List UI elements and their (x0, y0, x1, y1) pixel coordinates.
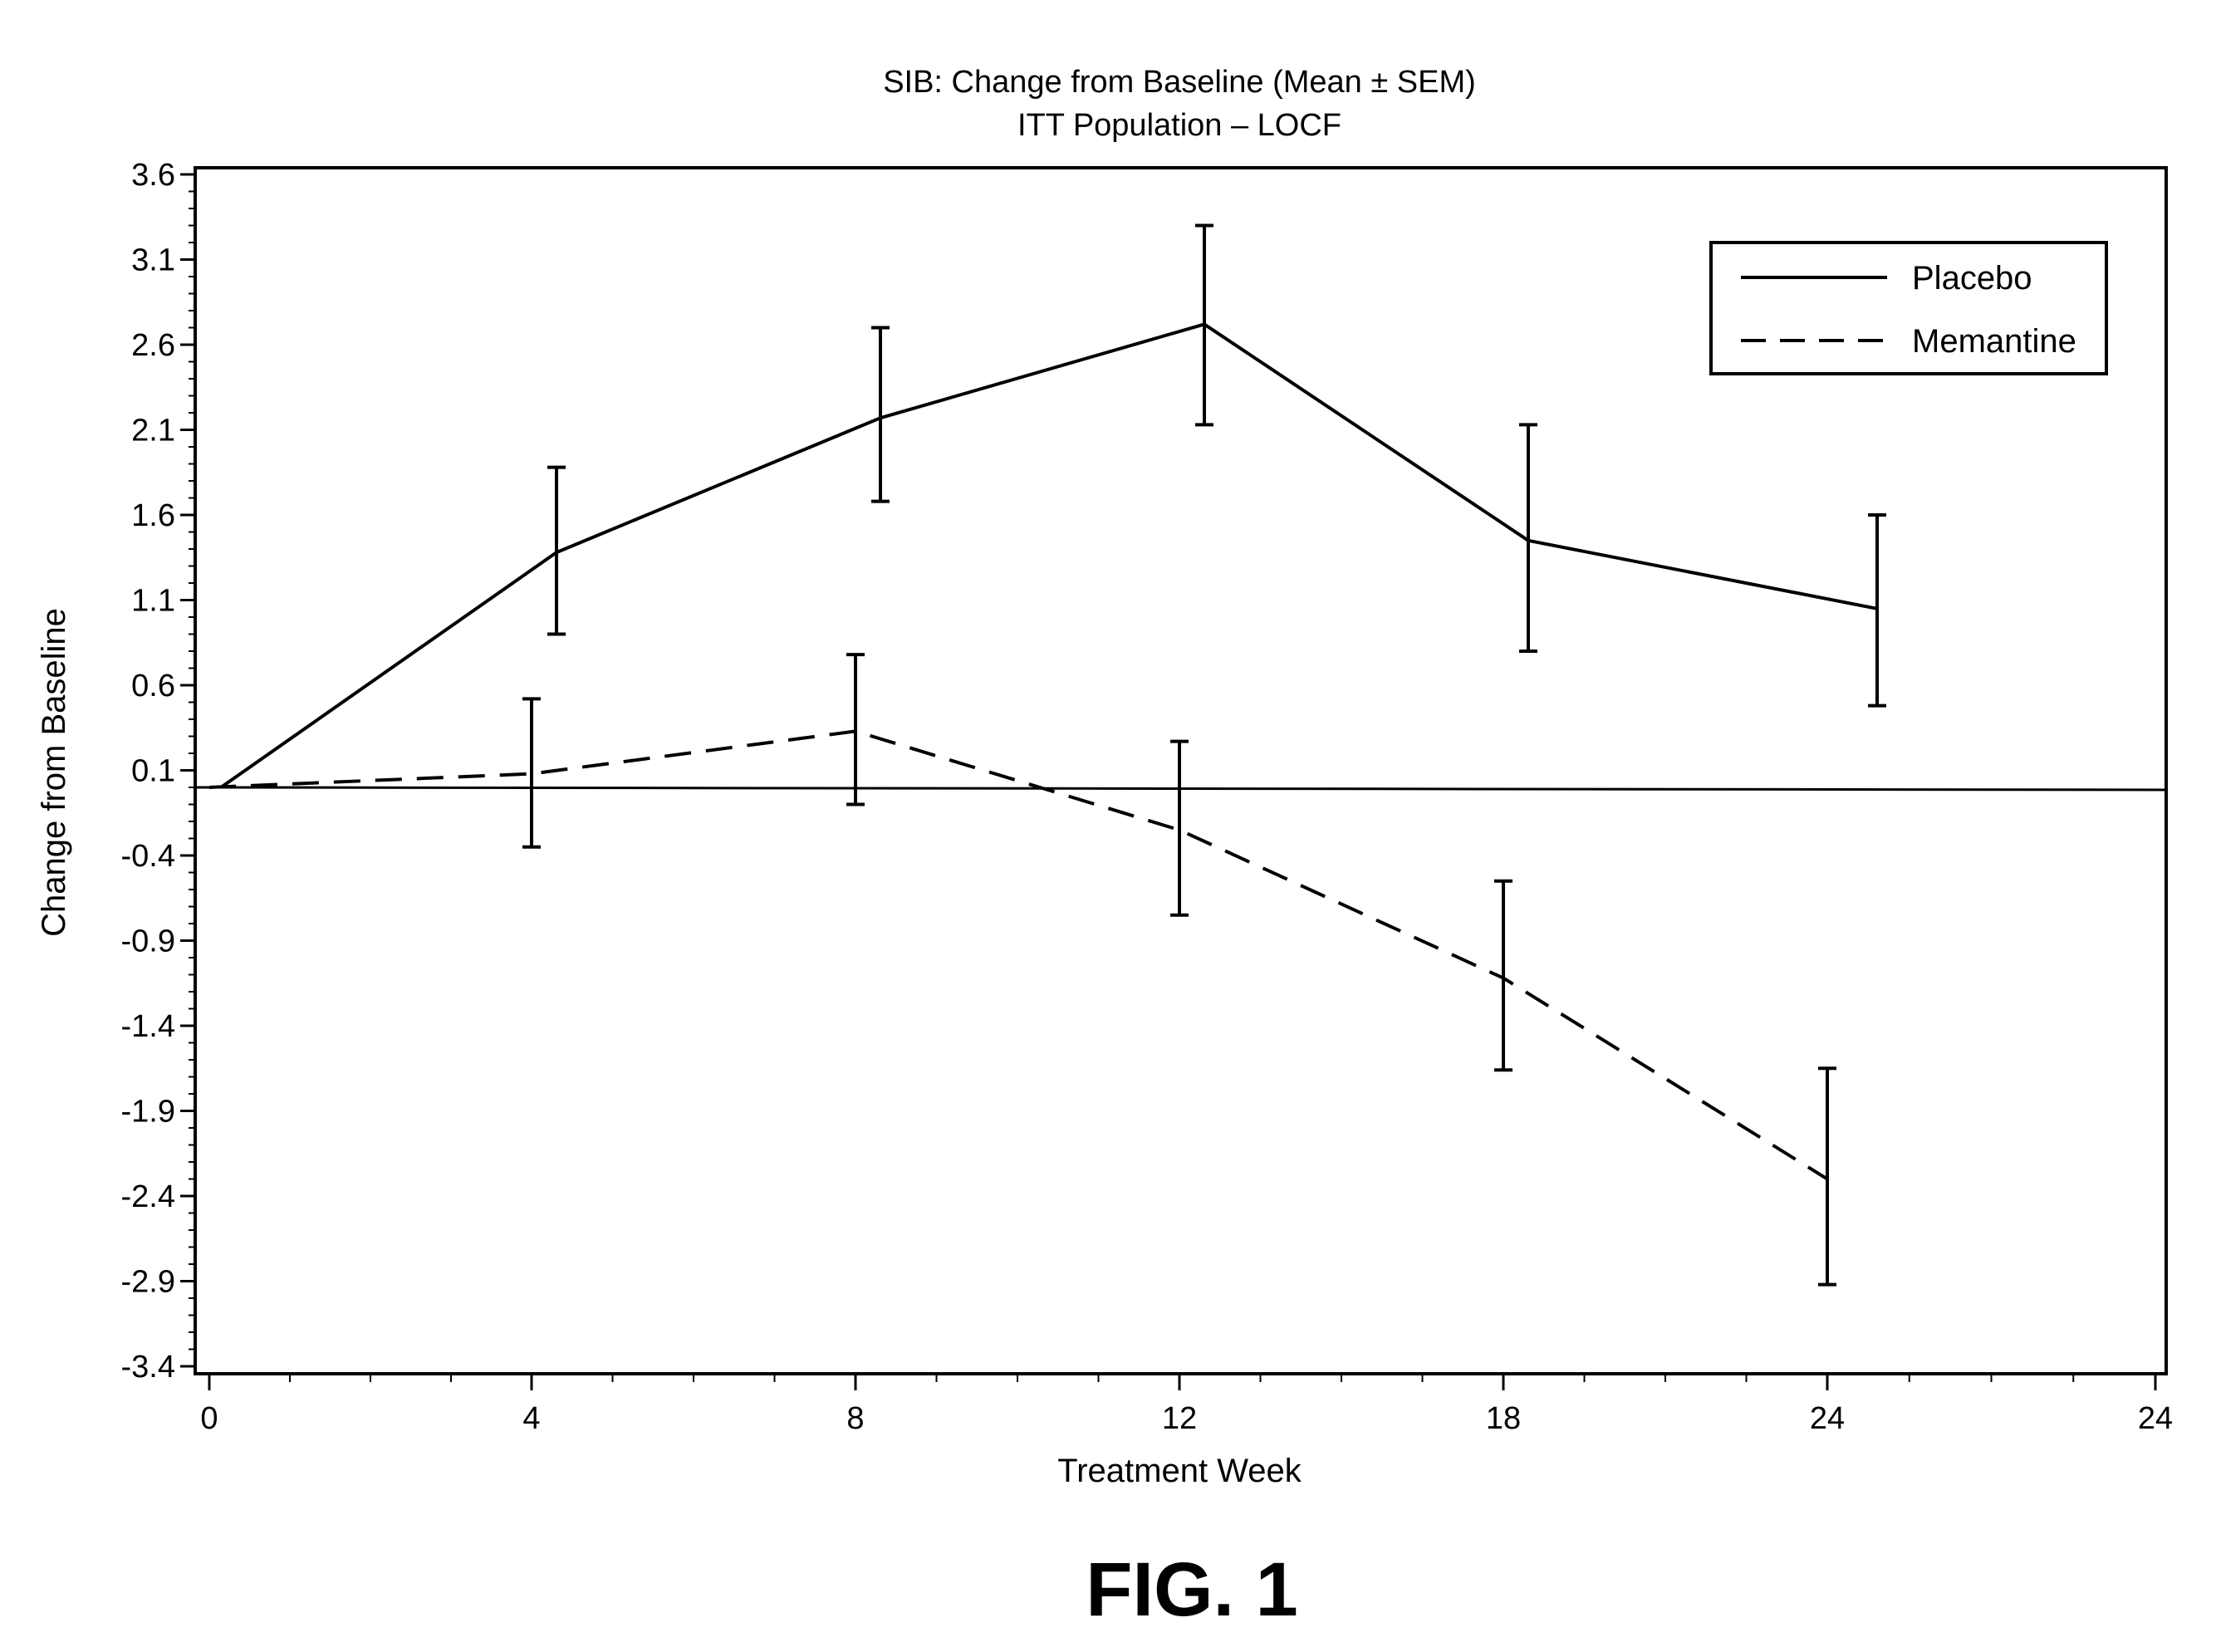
legend-label-memantine: Memantine (1912, 323, 2076, 360)
x-tick-label: 8 (846, 1401, 864, 1436)
y-tick-label: 3.1 (131, 243, 175, 278)
x-axis: 0 4 8 12 18 24 24 (200, 1374, 2173, 1436)
y-tick-label: 0.1 (131, 754, 175, 789)
x-tick-label: 12 (1162, 1401, 1197, 1436)
chart-subtitle: ITT Population – LOCF (1017, 108, 1341, 143)
x-tick-label: 18 (1486, 1401, 1521, 1436)
y-tick-label: 3.6 (131, 158, 175, 193)
y-tick-label: -1.9 (121, 1095, 175, 1130)
x-axis-label: Treatment Week (1057, 1453, 1302, 1489)
chart-title: SIB: Change from Baseline (Mean ± SEM) (883, 65, 1476, 100)
series-line-placebo (221, 324, 1877, 787)
x-tick-label: 24 (2138, 1401, 2173, 1436)
y-tick-label: -2.4 (121, 1179, 175, 1214)
y-tick-label: -3.4 (121, 1350, 175, 1385)
legend: Placebo Memantine (1711, 243, 2106, 374)
series-line-memantine (209, 731, 1827, 1179)
legend-label-placebo: Placebo (1912, 260, 2032, 297)
y-tick-label: -2.9 (121, 1265, 175, 1300)
x-tick-label: 0 (200, 1401, 218, 1436)
y-axis-label: Change from Baseline (36, 608, 72, 937)
y-tick-label: 1.6 (131, 498, 175, 533)
y-tick-label: 2.6 (131, 328, 175, 363)
y-tick-label: 1.1 (131, 584, 175, 619)
y-tick-label: -0.9 (121, 924, 175, 959)
y-tick-label: -0.4 (121, 839, 175, 874)
y-tick-label: 2.1 (131, 414, 175, 449)
y-tick-label: 0.6 (131, 669, 175, 703)
y-axis: 3.6 3.1 2.6 2.1 1.6 1.1 0.6 0.1 -0.4 -0.9 -1.4 -1.9… (121, 158, 195, 1385)
x-tick-label: 4 (522, 1401, 540, 1436)
y-tick-label: -1.4 (121, 1009, 175, 1044)
series-layer (209, 226, 1886, 1285)
figure-caption: FIG. 1 (1086, 1547, 1298, 1632)
x-tick-label: 24 (1810, 1401, 1845, 1436)
